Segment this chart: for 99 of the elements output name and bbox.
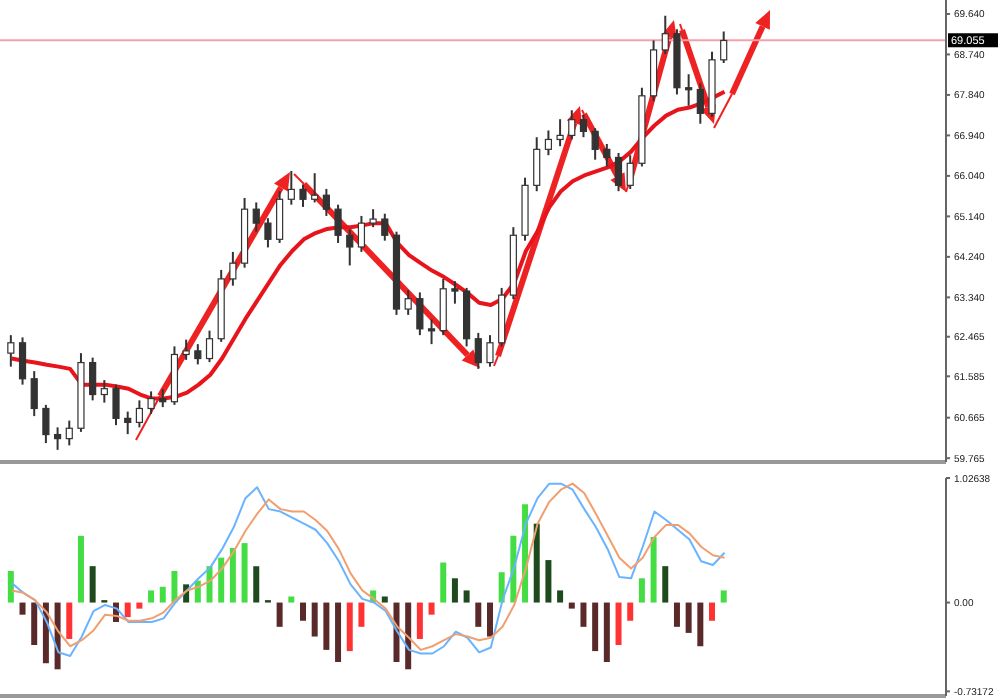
candlestick	[18, 336, 27, 386]
candlestick	[474, 331, 482, 370]
candlestick	[287, 169, 295, 206]
bar	[650, 537, 657, 603]
candlestick	[229, 250, 237, 287]
candlestick	[147, 390, 155, 415]
bar	[568, 602, 575, 609]
candlestick	[30, 370, 38, 418]
candlestick	[451, 280, 459, 305]
bar	[463, 590, 470, 603]
candlestick	[579, 113, 588, 139]
bar	[416, 602, 423, 639]
bar	[685, 602, 692, 633]
candlestick	[65, 419, 73, 447]
bar	[440, 562, 447, 603]
candlestick	[252, 201, 260, 233]
bar	[311, 602, 318, 637]
candlestick	[112, 383, 120, 427]
bar	[673, 602, 680, 627]
bar	[148, 590, 155, 603]
bar	[580, 602, 587, 627]
bar	[124, 602, 131, 618]
bar	[300, 602, 306, 621]
candlestick	[416, 291, 424, 337]
candlestick	[205, 329, 214, 364]
candlestick	[626, 154, 634, 190]
candlestick	[322, 187, 330, 217]
bar	[66, 602, 73, 639]
bar	[241, 543, 248, 603]
candlestick	[556, 118, 564, 148]
candlestick	[100, 379, 108, 404]
candlestick	[685, 73, 693, 107]
candlestick	[182, 338, 190, 361]
bar	[358, 602, 365, 627]
bar	[638, 578, 645, 603]
candlestick	[334, 203, 342, 244]
candlestick	[463, 286, 471, 348]
candlestick	[568, 109, 576, 141]
candlestick	[591, 127, 599, 161]
candlestick	[170, 345, 179, 406]
candlestick	[661, 14, 669, 55]
candlestick	[299, 183, 307, 208]
bar	[276, 602, 283, 627]
bar	[486, 602, 493, 637]
bar	[592, 602, 599, 652]
candlestick	[346, 228, 354, 267]
bar	[159, 586, 166, 603]
bar	[627, 602, 634, 621]
candlestick	[357, 214, 366, 253]
candlestick	[533, 136, 541, 193]
bar	[533, 523, 540, 603]
candlestick	[614, 151, 623, 193]
candlestick	[696, 82, 704, 125]
bar	[662, 566, 669, 603]
candlestick	[649, 39, 658, 103]
bar	[335, 602, 342, 663]
candlestick	[603, 142, 611, 168]
bar	[171, 571, 178, 603]
candlestick	[53, 426, 62, 451]
candlestick	[42, 403, 50, 445]
candlestick	[135, 399, 143, 429]
candlestick	[439, 277, 447, 337]
bar	[31, 602, 38, 646]
candlestick	[381, 212, 389, 242]
bar	[7, 571, 14, 603]
bar	[381, 596, 388, 603]
bar	[475, 602, 482, 627]
bar	[557, 590, 564, 603]
bar	[288, 596, 295, 603]
candlestick	[194, 343, 202, 366]
candlestick	[311, 172, 319, 204]
bar	[253, 566, 260, 603]
bar	[720, 590, 727, 603]
candlestick	[720, 30, 728, 64]
bar	[229, 547, 236, 603]
bar	[89, 566, 96, 603]
bar	[136, 602, 143, 609]
bar	[218, 557, 225, 603]
candlestick	[498, 286, 506, 348]
bar	[451, 578, 458, 603]
candlestick	[404, 289, 412, 316]
bar	[428, 602, 435, 615]
candlestick	[7, 334, 15, 368]
bar	[77, 535, 84, 603]
bar	[323, 602, 330, 650]
bar	[405, 602, 412, 670]
candlestick	[276, 190, 284, 244]
bar	[615, 602, 622, 646]
bar	[697, 602, 704, 647]
candlestick	[89, 356, 97, 402]
bar	[603, 602, 610, 663]
bar	[545, 560, 552, 603]
bar	[709, 602, 716, 621]
bar	[19, 602, 26, 615]
candlestick	[544, 129, 553, 157]
bar	[346, 602, 353, 652]
candlestick	[427, 318, 436, 346]
candlestick	[124, 410, 132, 436]
candlestick	[264, 217, 272, 249]
